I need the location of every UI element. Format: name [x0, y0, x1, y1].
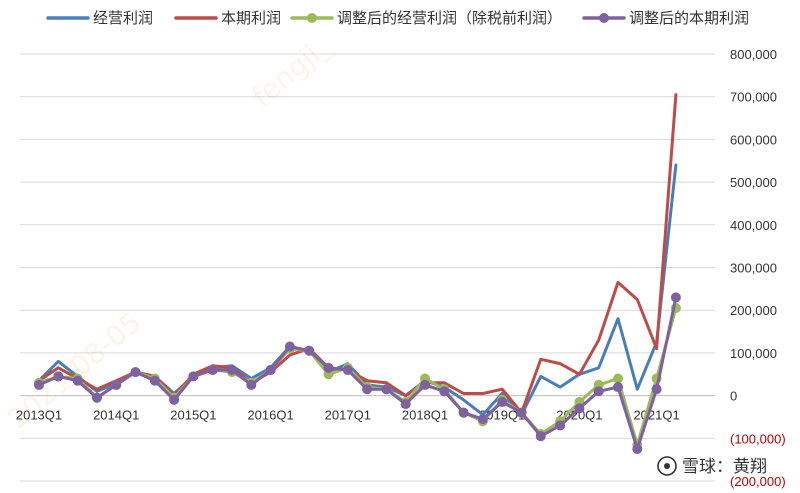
data-point: [149, 375, 160, 386]
legend-item: 调整后的本期利润: [582, 9, 749, 27]
x-tick-label: 2017Q1: [325, 408, 371, 423]
data-point: [342, 364, 353, 375]
data-point: [130, 367, 141, 378]
x-tick-label: 2016Q1: [247, 408, 293, 423]
y-tick-label: 700,000: [730, 90, 777, 105]
y-tick-label: 0: [730, 389, 737, 404]
series-line: [37, 295, 678, 451]
data-point: [593, 386, 604, 397]
x-tick-label: 2013Q1: [16, 408, 62, 423]
data-point: [207, 364, 218, 375]
data-point: [323, 362, 334, 373]
data-point: [265, 364, 276, 375]
data-point: [362, 384, 373, 395]
data-point: [34, 379, 44, 390]
y-axis-ticks: 800,000 700,000 600,000 500,000 400,000 300,0…: [730, 47, 786, 489]
y-tick-label: (100,000): [730, 431, 786, 446]
brand-watermark: 雪球：黄翔: [657, 456, 767, 477]
x-tick-label: 2021Q1: [633, 408, 679, 423]
watermark-diagonal-text: fengji_: [245, 28, 338, 113]
data-point: [477, 414, 488, 425]
data-point: [304, 345, 315, 356]
data-point: [651, 384, 662, 395]
legend-marker: [307, 13, 317, 23]
data-point: [555, 420, 566, 431]
x-tick-label: 2015Q1: [170, 408, 216, 423]
x-tick-label: 2018Q1: [402, 408, 448, 423]
y-tick-label: 600,000: [730, 132, 777, 147]
legend: 经营利润 本期利润 调整后的经营利润（除税前利润） 调整后的本期利润: [46, 9, 749, 27]
data-point: [439, 386, 450, 397]
data-point: [227, 364, 237, 375]
data-point: [246, 379, 257, 390]
legend-label: 调整后的本期利润: [629, 9, 749, 27]
legend-label: 调整后的经营利润（除税前利润）: [337, 9, 562, 27]
y-tick-label: (200,000): [730, 474, 786, 489]
watermark: fengji_ 2021-08-05: [1, 28, 338, 435]
data-point: [535, 431, 546, 442]
data-point: [72, 375, 83, 386]
brand-text: 雪球：黄翔: [682, 457, 767, 477]
y-tick-label: 100,000: [730, 346, 777, 361]
data-point: [53, 371, 64, 382]
y-tick-label: 800,000: [730, 47, 777, 62]
gridlines: [20, 53, 715, 482]
legend-label: 本期利润: [221, 9, 281, 27]
series-lines: [34, 93, 681, 454]
x-tick-label: 2014Q1: [93, 408, 139, 423]
legend-label: 经营利润: [93, 9, 153, 27]
data-point: [632, 443, 643, 454]
data-point: [188, 371, 199, 382]
data-point: [497, 397, 508, 408]
series-3: [34, 292, 681, 454]
data-point: [516, 407, 527, 418]
x-axis-ticks: 2013Q1 2014Q1 2015Q1 2016Q1 2017Q1 2018Q1 2019…: [16, 408, 680, 423]
data-point: [169, 394, 180, 405]
brand-logo-icon: [657, 456, 677, 476]
data-point: [458, 407, 469, 418]
y-tick-label: 400,000: [730, 218, 777, 233]
data-point: [381, 384, 392, 395]
data-point: [284, 341, 295, 352]
legend-marker: [599, 13, 609, 23]
data-point: [574, 403, 585, 414]
y-tick-label: 200,000: [730, 303, 777, 318]
data-point: [91, 392, 102, 403]
data-point: [111, 379, 122, 390]
data-point: [613, 373, 623, 384]
series-line: [37, 93, 678, 415]
data-point: [420, 379, 430, 390]
y-tick-label: 500,000: [730, 175, 777, 190]
brand-logo-dot-icon: [664, 463, 670, 469]
data-point: [670, 292, 681, 303]
legend-item: 调整后的经营利润（除税前利润）: [290, 9, 562, 27]
series-1: [37, 93, 678, 415]
data-point: [400, 399, 411, 410]
legend-item: 经营利润: [46, 9, 153, 27]
legend-item: 本期利润: [174, 9, 281, 27]
y-tick-label: 300,000: [730, 261, 777, 276]
data-point: [613, 382, 623, 393]
